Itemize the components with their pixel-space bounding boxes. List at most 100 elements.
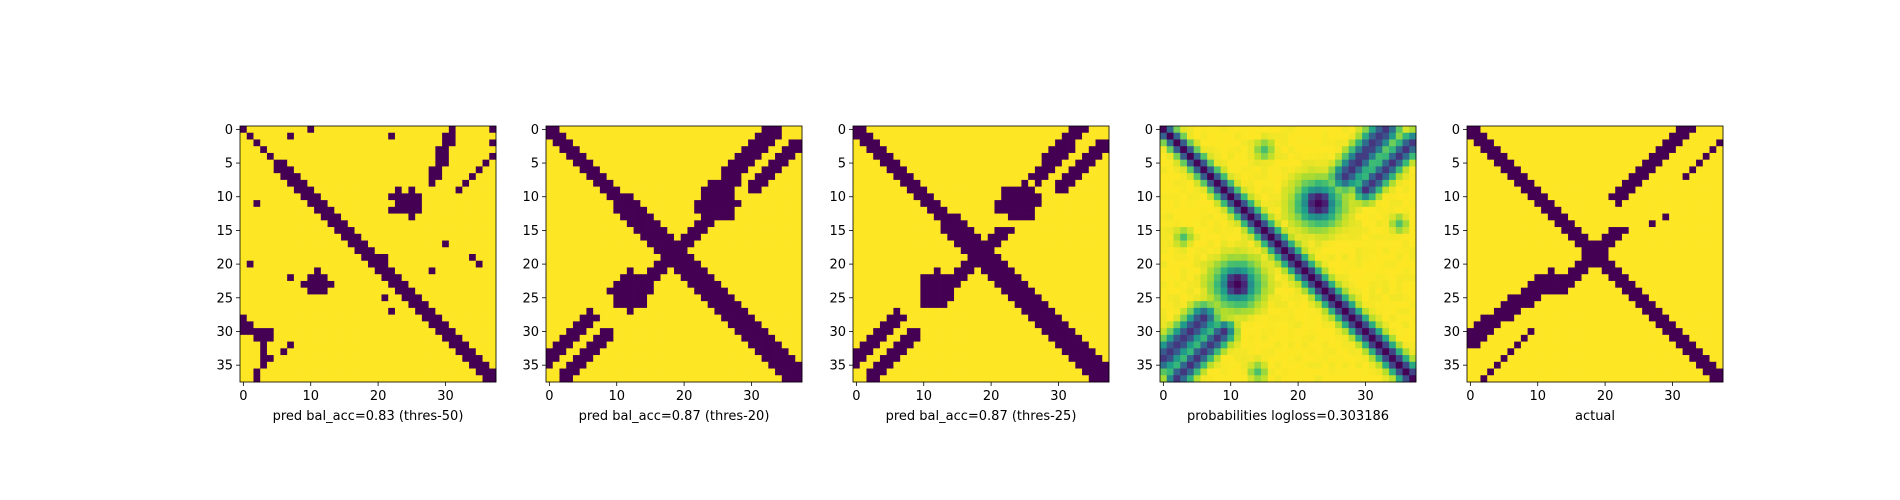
- heatmap-cell: [1075, 355, 1083, 363]
- heatmap-cell: [593, 260, 601, 268]
- heatmap-cell: [599, 166, 607, 174]
- heatmap-cell: [572, 334, 581, 342]
- heatmap-cell: [240, 294, 248, 302]
- heatmap-cell: [482, 321, 490, 329]
- heatmap-cell: [293, 368, 301, 376]
- heatmap-cell: [401, 307, 409, 315]
- heatmap-cell: [687, 240, 695, 248]
- heatmap-cell: [1095, 328, 1103, 336]
- heatmap-cell: [734, 240, 742, 248]
- heatmap-cell: [680, 267, 688, 275]
- heatmap-cell: [933, 254, 941, 262]
- heatmap-cell: [900, 200, 908, 208]
- heatmap-cell: [795, 274, 803, 282]
- heatmap-cell: [462, 200, 470, 208]
- heatmap-cell: [442, 186, 450, 194]
- heatmap-cell: [341, 126, 349, 134]
- heatmap-cell: [1055, 355, 1063, 363]
- heatmap-cell: [273, 280, 281, 289]
- heatmap-cell: [859, 254, 867, 262]
- heatmap-cell: [347, 294, 355, 302]
- heatmap-cell: [1102, 227, 1110, 235]
- heatmap-cell: [1254, 132, 1262, 140]
- heatmap-cell: [1375, 173, 1383, 181]
- heatmap-cell: [579, 166, 587, 174]
- heatmap-cell: [388, 186, 396, 194]
- heatmap-cell: [1007, 132, 1016, 140]
- heatmap-cell: [1028, 334, 1036, 342]
- heatmap-cell: [435, 274, 443, 282]
- heatmap-cell: [1082, 200, 1090, 208]
- heatmap-cell: [893, 280, 901, 289]
- heatmap-cell: [940, 375, 948, 383]
- heatmap-cell: [700, 280, 709, 289]
- heatmap-cell: [1007, 186, 1016, 194]
- heatmap-cell: [462, 132, 470, 140]
- heatmap-cell: [1173, 159, 1181, 167]
- heatmap-cell: [1368, 186, 1376, 194]
- heatmap-cell: [741, 179, 749, 187]
- heatmap-cell: [314, 341, 322, 349]
- heatmap-cell: [1213, 227, 1221, 235]
- heatmap-cell: [421, 233, 429, 241]
- heatmap-cell: [482, 287, 490, 295]
- heatmap-cell: [927, 314, 935, 322]
- heatmap-cell: [1355, 179, 1363, 187]
- heatmap-cell: [1048, 159, 1056, 167]
- heatmap-cell: [1402, 166, 1410, 174]
- heatmap-cell: [240, 260, 248, 268]
- heatmap-cell: [981, 126, 989, 134]
- heatmap-cell: [1207, 173, 1215, 181]
- heatmap-cell: [1247, 152, 1255, 161]
- heatmap-cell: [593, 206, 601, 214]
- heatmap-cell: [1021, 355, 1029, 363]
- heatmap-cell: [741, 213, 749, 221]
- heatmap-cell: [1382, 173, 1390, 181]
- heatmap-cell: [455, 307, 463, 315]
- heatmap-cell: [428, 334, 436, 342]
- heatmap-cell: [967, 233, 975, 241]
- heatmap-cell: [960, 227, 968, 235]
- heatmap-cell: [981, 213, 989, 221]
- heatmap-cell: [361, 152, 369, 161]
- heatmap-cell: [1048, 368, 1056, 376]
- heatmap-cell: [859, 260, 867, 268]
- heatmap-cell: [640, 146, 648, 154]
- heatmap-cell: [886, 233, 894, 241]
- heatmap-cell: [853, 152, 861, 161]
- heatmap-cell: [613, 287, 621, 295]
- heatmap-cell: [1308, 173, 1316, 181]
- heatmap-cell: [866, 126, 874, 134]
- heatmap-cell: [947, 233, 955, 241]
- heatmap-cell: [246, 166, 254, 174]
- heatmap-cell: [748, 307, 756, 315]
- heatmap-cell: [1375, 206, 1383, 214]
- heatmap-cell: [721, 186, 729, 194]
- heatmap-cell: [448, 126, 456, 134]
- heatmap-cell: [475, 254, 483, 262]
- heatmap-cell: [482, 355, 490, 363]
- heatmap-cell: [1061, 355, 1069, 363]
- heatmap-cell: [1193, 146, 1201, 154]
- heatmap-cell: [967, 173, 975, 181]
- heatmap-cell: [1034, 206, 1042, 214]
- heatmap-cell: [408, 152, 416, 161]
- heatmap-cell: [1068, 173, 1076, 181]
- heatmap-cell: [593, 159, 601, 167]
- heatmap-cell: [489, 334, 497, 342]
- heatmap-cell: [334, 334, 342, 342]
- heatmap-cell: [974, 254, 982, 262]
- heatmap-cell: [626, 166, 634, 174]
- heatmap-cell: [374, 294, 382, 302]
- heatmap-cell: [795, 314, 803, 322]
- heatmap-cell: [388, 361, 396, 369]
- x-axis-label: pred bal_acc=0.87 (thres-20): [579, 409, 770, 424]
- heatmap-cell: [1186, 179, 1195, 187]
- heatmap-cell: [266, 200, 275, 208]
- heatmap-cell: [788, 159, 796, 167]
- heatmap-cell: [994, 126, 1002, 134]
- heatmap-cell: [1028, 139, 1036, 147]
- heatmap-cell: [721, 321, 729, 329]
- heatmap-cell: [482, 375, 490, 383]
- heatmap-cell: [727, 260, 735, 268]
